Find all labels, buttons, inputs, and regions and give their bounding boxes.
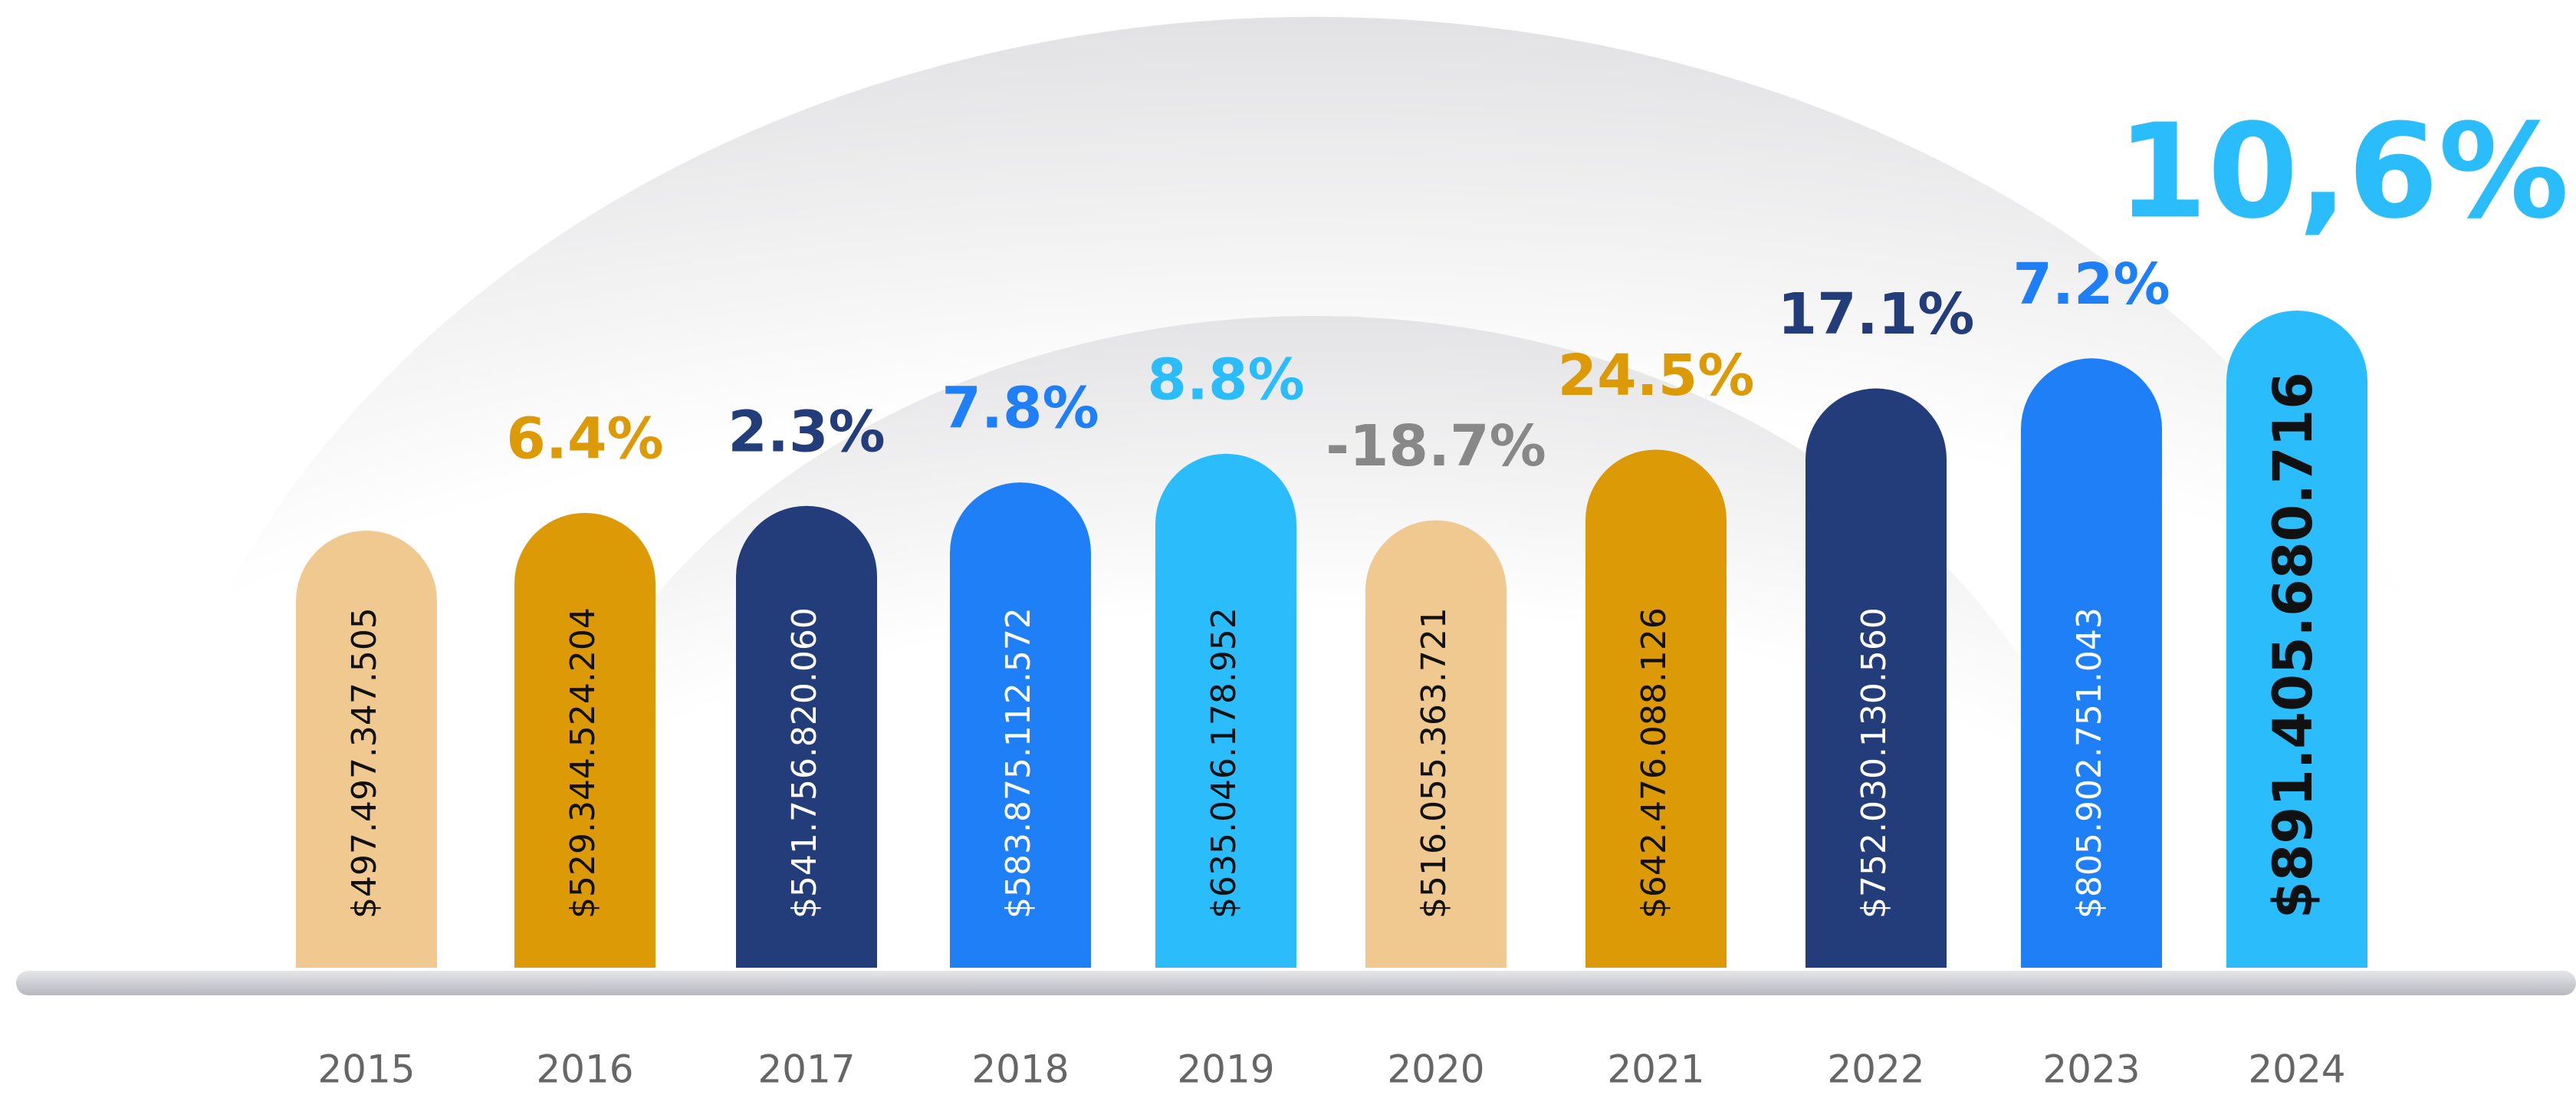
bar <box>2226 311 2367 968</box>
growth-label: 10,6% <box>2117 96 2569 248</box>
growth-label: 17.1% <box>1778 281 1975 347</box>
bar <box>736 505 877 968</box>
growth-label: 7.8% <box>941 376 1099 442</box>
growth-label: 2.3% <box>728 399 885 465</box>
x-tick-label: 2023 <box>2042 1047 2140 1092</box>
value-label: $529.344.524.204 <box>564 607 603 919</box>
growth-label: -18.7% <box>1326 413 1546 479</box>
value-label: $752.030.130.560 <box>1855 607 1894 919</box>
x-tick-label: 2024 <box>2248 1047 2345 1092</box>
growth-label: 7.2% <box>2013 252 2170 317</box>
bar <box>514 512 656 968</box>
value-label: $541.756.820.060 <box>785 607 824 919</box>
bar <box>950 482 1091 968</box>
value-label: $497.497.347.505 <box>345 607 384 919</box>
value-label: $642.476.088.126 <box>1635 607 1674 919</box>
value-label: $805.902.751.043 <box>2070 607 2109 919</box>
value-label: $583.875.112.572 <box>999 607 1038 919</box>
x-tick-label: 2019 <box>1177 1047 1274 1092</box>
bar <box>1365 520 1506 968</box>
x-tick-label: 2018 <box>971 1047 1069 1092</box>
x-tick-label: 2017 <box>757 1047 855 1092</box>
baseline <box>16 971 2576 995</box>
growth-label: 6.4% <box>506 406 663 472</box>
bar <box>1155 453 1296 968</box>
value-label: $891.405.680.716 <box>2262 372 2325 919</box>
plot: 2015 $497.497.347.505 2016 $529.344.524.204… <box>296 96 2569 1092</box>
value-label: $635.046.178.952 <box>1204 607 1244 919</box>
x-tick-label: 2016 <box>536 1047 633 1092</box>
x-tick-label: 2020 <box>1387 1047 1484 1092</box>
bar <box>1585 449 1727 968</box>
value-label: $516.055.363.721 <box>1414 607 1454 919</box>
bar <box>296 531 437 968</box>
x-tick-label: 2015 <box>317 1047 415 1092</box>
growth-label: 8.8% <box>1147 347 1304 413</box>
growth-label: 24.5% <box>1558 343 1755 409</box>
x-tick-label: 2021 <box>1607 1047 1704 1092</box>
bar <box>2021 358 2162 968</box>
x-tick-label: 2022 <box>1827 1047 1924 1092</box>
bar <box>1806 388 1947 968</box>
